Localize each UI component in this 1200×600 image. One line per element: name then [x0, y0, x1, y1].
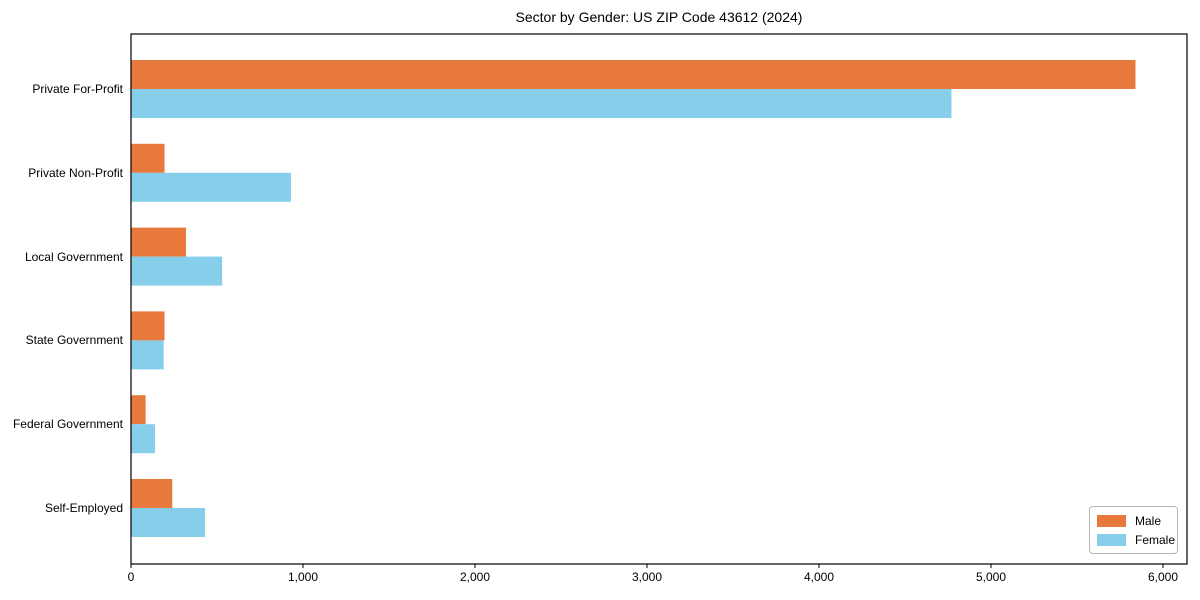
x-tick-label-2: 2,000 — [459, 570, 491, 584]
legend: Male Female — [1089, 506, 1178, 554]
bar-female-4 — [131, 424, 156, 454]
bar-female-3 — [131, 340, 164, 370]
bar-male-2 — [131, 227, 187, 257]
y-tick-label-5: Self-Employed — [44, 501, 123, 515]
bar-female-2 — [131, 256, 223, 286]
y-tick-label-1: Private Non-Profit — [28, 165, 123, 180]
y-tick-label-2: Local Government — [24, 249, 123, 264]
bar-male-3 — [131, 311, 165, 341]
female-series-swatch — [1097, 534, 1126, 546]
bar-male-4 — [131, 395, 146, 425]
y-tick-label-3: State Government — [25, 333, 123, 348]
x-tick-label-4: 4,000 — [803, 570, 835, 584]
legend-entry-female: Female — [1097, 532, 1175, 548]
male-series-swatch — [1097, 515, 1126, 527]
plot-border — [130, 33, 1188, 565]
x-tick-label-1: 1,000 — [287, 570, 319, 584]
x-tick-label-0: 0 — [127, 570, 135, 584]
x-tick-label-5: 5,000 — [975, 570, 1007, 584]
bar-male-0 — [131, 60, 1136, 89]
y-tick-label-4: Federal Government — [12, 417, 123, 432]
chart-title: Sector by Gender: US ZIP Code 43612 (202… — [515, 9, 803, 25]
legend-label-male: Male — [1135, 514, 1162, 528]
bar-female-5 — [131, 508, 205, 537]
bar-male-5 — [131, 479, 173, 508]
y-tick-label-0: Private For-Profit — [32, 82, 123, 96]
legend-label-female: Female — [1135, 533, 1176, 547]
legend-entry-male: Male — [1097, 513, 1170, 529]
bar-female-1 — [131, 172, 291, 202]
x-tick-label-3: 3,000 — [631, 570, 663, 584]
bar-male-1 — [131, 143, 165, 173]
bar-female-0 — [131, 89, 952, 118]
x-tick-label-6: 6,000 — [1147, 570, 1179, 584]
